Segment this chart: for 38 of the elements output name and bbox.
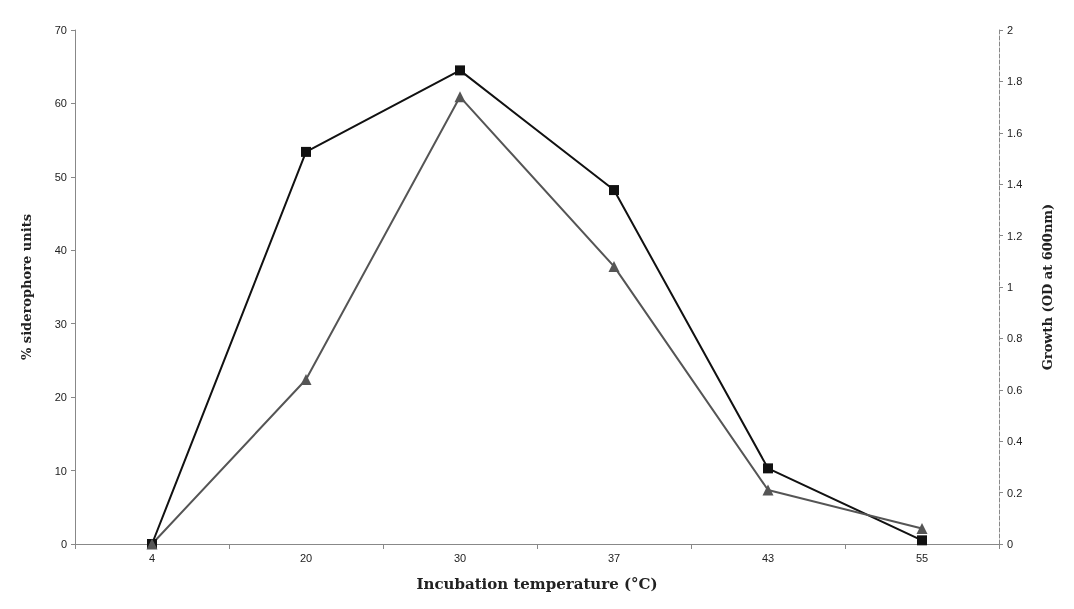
y2-tick-label: 0.8: [1007, 332, 1023, 345]
y2-tick-label: 1: [1007, 281, 1014, 293]
y-tick-label: 0: [60, 538, 67, 550]
y-tick-label: 40: [54, 244, 67, 257]
point: [762, 484, 774, 496]
x-tick-label: 30: [453, 551, 467, 564]
point: [455, 65, 465, 76]
x-tick-label: 55: [915, 551, 929, 564]
point: [608, 260, 620, 272]
y-tick-label: 70: [54, 24, 67, 36]
x-axis-title: Incubation temperature (°C): [416, 574, 658, 593]
point: [917, 535, 927, 546]
y-tick-label: 10: [54, 464, 67, 477]
y-tick-label: 30: [54, 317, 67, 330]
x-tick-label: 20: [299, 551, 313, 564]
y-tick-label: 20: [54, 391, 67, 404]
point: [609, 185, 619, 196]
point: [300, 374, 312, 386]
point: [454, 91, 466, 103]
y2-tick-label: 2: [1007, 24, 1014, 36]
y2-tick-label: 1.8: [1007, 75, 1023, 88]
y2-axis-title: Growth (OD at 600nm): [1040, 203, 1055, 371]
y-axis-title: % siderophore units: [19, 213, 34, 361]
y2-tick-label: 0: [1007, 538, 1014, 550]
x-tick-label: 37: [607, 551, 621, 564]
point: [763, 463, 773, 474]
point: [301, 146, 311, 157]
y2-tick-label: 1.2: [1007, 229, 1023, 242]
y2-tick-label: 0.4: [1007, 435, 1023, 448]
x-tick-label: 4: [148, 551, 156, 564]
y-tick-label: 50: [54, 170, 67, 183]
y2-tick-label: 1.6: [1007, 126, 1023, 139]
x-tick-label: 43: [761, 551, 775, 564]
y2-tick-label: 0.6: [1007, 383, 1023, 396]
y-tick-label: 60: [54, 97, 67, 110]
y2-tick-label: 1.4: [1007, 178, 1023, 191]
point: [916, 523, 928, 535]
y2-tick-label: 0.2: [1007, 486, 1023, 499]
